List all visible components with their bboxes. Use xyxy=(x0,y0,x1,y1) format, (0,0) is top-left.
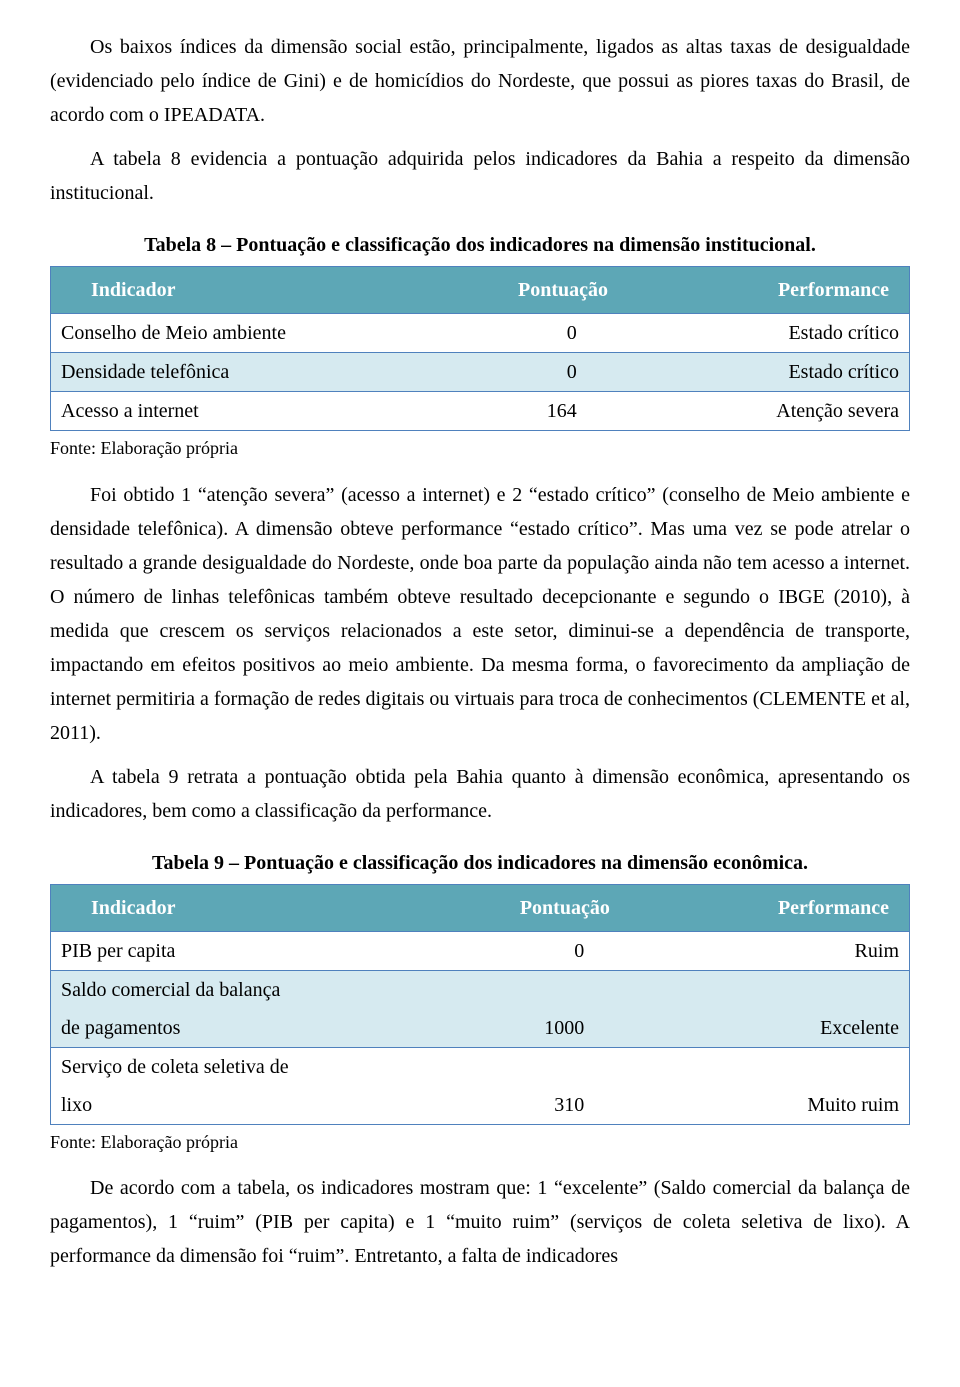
cell-performance: Estado crítico xyxy=(677,314,910,353)
table-row: de pagamentos 1000 Excelente xyxy=(51,1009,910,1048)
cell-pontuacao: 0 xyxy=(449,353,676,392)
table-row: Conselho de Meio ambiente 0 Estado críti… xyxy=(51,314,910,353)
table8-header-pontuacao: Pontuação xyxy=(449,267,676,314)
table9-fonte: Fonte: Elaboração própria xyxy=(50,1127,910,1158)
cell-indicador: Acesso a internet xyxy=(51,392,450,431)
table8: Indicador Pontuação Performance Conselho… xyxy=(50,266,910,431)
cell-pontuacao: 0 xyxy=(449,314,676,353)
cell-pontuacao: 310 xyxy=(445,1086,684,1125)
cell-pontuacao: 0 xyxy=(445,931,684,970)
paragraph-4: A tabela 9 retrata a pontuação obtida pe… xyxy=(50,760,910,828)
cell-performance: Ruim xyxy=(684,931,909,970)
cell-performance: Muito ruim xyxy=(684,1086,909,1125)
cell-performance: Atenção severa xyxy=(677,392,910,431)
table9: Indicador Pontuação Performance PIB per … xyxy=(50,884,910,1125)
cell-indicador: Conselho de Meio ambiente xyxy=(51,314,450,353)
cell-indicador: lixo xyxy=(51,1086,446,1125)
paragraph-1: Os baixos índices da dimensão social est… xyxy=(50,30,910,132)
table9-caption: Tabela 9 – Pontuação e classificação dos… xyxy=(50,846,910,880)
table-row: Saldo comercial da balança xyxy=(51,970,910,1009)
cell-pontuacao: 164 xyxy=(449,392,676,431)
table8-header-indicador: Indicador xyxy=(51,267,450,314)
table9-header-performance: Performance xyxy=(684,884,909,931)
cell-performance: Excelente xyxy=(684,1009,909,1048)
table9-header-pontuacao: Pontuação xyxy=(445,884,684,931)
table-row: Serviço de coleta seletiva de xyxy=(51,1047,910,1086)
cell-performance xyxy=(684,1047,909,1086)
cell-performance: Estado crítico xyxy=(677,353,910,392)
paragraph-5: De acordo com a tabela, os indicadores m… xyxy=(50,1171,910,1273)
table8-header-performance: Performance xyxy=(677,267,910,314)
cell-indicador: Densidade telefônica xyxy=(51,353,450,392)
cell-indicador: Saldo comercial da balança xyxy=(51,970,446,1009)
table8-caption: Tabela 8 – Pontuação e classificação dos… xyxy=(50,228,910,262)
table-row: lixo 310 Muito ruim xyxy=(51,1086,910,1125)
cell-pontuacao xyxy=(445,970,684,1009)
cell-pontuacao: 1000 xyxy=(445,1009,684,1048)
table9-header-indicador: Indicador xyxy=(51,884,446,931)
paragraph-3: Foi obtido 1 “atenção severa” (acesso a … xyxy=(50,478,910,750)
cell-indicador: Serviço de coleta seletiva de xyxy=(51,1047,446,1086)
paragraph-2: A tabela 8 evidencia a pontuação adquiri… xyxy=(50,142,910,210)
cell-performance xyxy=(684,970,909,1009)
table8-fonte: Fonte: Elaboração própria xyxy=(50,433,910,464)
cell-indicador: de pagamentos xyxy=(51,1009,446,1048)
table-row: Acesso a internet 164 Atenção severa xyxy=(51,392,910,431)
table-row: PIB per capita 0 Ruim xyxy=(51,931,910,970)
table9-header-row: Indicador Pontuação Performance xyxy=(51,884,910,931)
cell-indicador: PIB per capita xyxy=(51,931,446,970)
table8-header-row: Indicador Pontuação Performance xyxy=(51,267,910,314)
cell-pontuacao xyxy=(445,1047,684,1086)
table-row: Densidade telefônica 0 Estado crítico xyxy=(51,353,910,392)
